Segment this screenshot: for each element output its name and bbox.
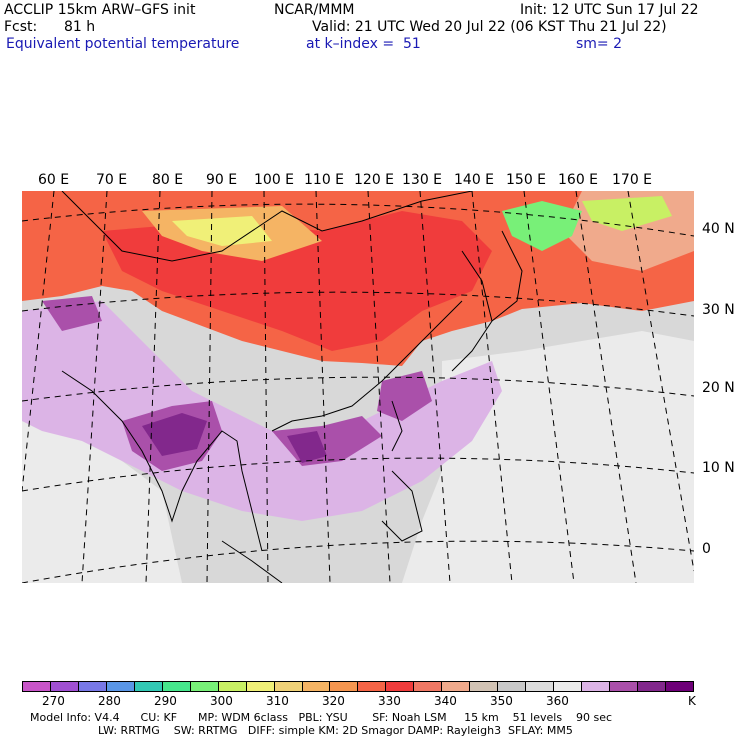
colorbar-tick-label: 350 — [490, 694, 513, 708]
colorbar-swatch — [358, 682, 387, 691]
colorbar-swatch — [218, 682, 247, 691]
model-title: ACCLIP 15km ARW–GFS init — [4, 2, 196, 18]
lat-label: 30 N — [702, 302, 735, 318]
colorbar-tick-label: 330 — [378, 694, 401, 708]
colorbar — [22, 681, 694, 692]
coastline — [61, 191, 473, 262]
lon-label: 160 E — [558, 172, 599, 188]
colorbar-unit: K — [688, 694, 696, 708]
colorbar-tick-label: 340 — [434, 694, 457, 708]
colorbar-swatch — [665, 682, 693, 691]
coastline — [221, 540, 283, 583]
lon-label: 110 E — [304, 172, 345, 188]
latitude-line — [22, 203, 694, 237]
moist-field-region — [377, 371, 432, 421]
colorbar-swatch — [190, 682, 219, 691]
colorbar-swatch — [526, 682, 555, 691]
colorbar-swatch — [442, 682, 471, 691]
moist-field-region — [42, 296, 102, 331]
colorbar-swatch — [50, 682, 79, 691]
colorbar-swatch — [274, 682, 303, 691]
colorbar-tick-label: 360 — [546, 694, 569, 708]
lat-label: 0 — [702, 541, 711, 557]
cool-field-region — [172, 216, 272, 246]
colorbar-tick-label: 270 — [42, 694, 65, 708]
lon-label: 150 E — [506, 172, 547, 188]
lon-label: 80 E — [152, 172, 184, 188]
longitude-line — [627, 191, 694, 572]
colorbar-swatch — [414, 682, 443, 691]
cool-field-region — [582, 196, 672, 231]
moist-field-region — [142, 413, 207, 456]
smoothing-label: sm= 2 — [576, 36, 623, 52]
level-index: at k–index = 51 — [306, 36, 421, 52]
ocean-field-region — [22, 421, 182, 583]
coastline — [381, 470, 423, 542]
colorbar-swatch — [134, 682, 163, 691]
moist-field-region — [22, 301, 502, 521]
colorbar-swatch — [470, 682, 499, 691]
colorbar-swatch — [162, 682, 191, 691]
forecast-hours: 81 h — [64, 19, 96, 35]
forecast-label: Fcst: — [4, 19, 38, 35]
longitude-labels: 60 E 70 E 80 E 90 E 100 E 110 E 120 E 13… — [0, 172, 740, 188]
lon-label: 120 E — [354, 172, 395, 188]
colorbar-tick-label: 320 — [322, 694, 345, 708]
lon-label: 100 E — [254, 172, 295, 188]
colorbar-swatch — [498, 682, 527, 691]
lon-label: 130 E — [402, 172, 443, 188]
colorbar-tick-label: 280 — [98, 694, 121, 708]
physics-info-line: LW: RRTMG SW: RRTMG DIFF: simple KM: 2D … — [98, 724, 573, 737]
lon-label: 70 E — [96, 172, 128, 188]
colorbar-tick-label: 310 — [266, 694, 289, 708]
lon-label: 170 E — [612, 172, 653, 188]
equivalent-potential-temperature-map — [22, 191, 694, 583]
init-time: Init: 12 UTC Sun 17 Jul 22 — [520, 2, 699, 18]
lon-label: 90 E — [206, 172, 238, 188]
coastline — [491, 230, 523, 322]
colorbar-swatch — [78, 682, 107, 691]
lon-label: 60 E — [38, 172, 70, 188]
lat-label: 10 N — [702, 460, 735, 476]
colorbar-swatch — [554, 682, 583, 691]
moist-field-region — [287, 431, 327, 463]
colorbar-swatch — [106, 682, 135, 691]
colorbar-swatch — [302, 682, 331, 691]
colorbar-swatch — [23, 682, 51, 691]
coastline — [61, 370, 263, 552]
colorbar-swatch — [330, 682, 359, 691]
field-name: Equivalent potential temperature — [6, 36, 240, 52]
graticule — [22, 191, 694, 583]
colorbar-tick-label: 290 — [154, 694, 177, 708]
valid-time: Valid: 21 UTC Wed 20 Jul 22 (06 KST Thu … — [312, 19, 667, 35]
lon-label: 140 E — [454, 172, 495, 188]
colorbar-swatch — [637, 682, 666, 691]
colorbar-swatch — [386, 682, 415, 691]
model-info-line: Model Info: V4.4 CU: KF MP: WDM 6class P… — [30, 711, 613, 724]
coastline — [391, 400, 403, 452]
colorbar-tick-label: 300 — [210, 694, 233, 708]
colorbar-swatch — [582, 682, 611, 691]
lat-label: 20 N — [702, 380, 735, 396]
cool-field-region — [502, 201, 582, 251]
coastlines — [61, 191, 523, 583]
coastline — [271, 300, 463, 432]
organization-label: NCAR/MMM — [274, 2, 355, 18]
colorbar-swatch — [246, 682, 275, 691]
colorbar-swatch — [610, 682, 638, 691]
lat-label: 40 N — [702, 221, 735, 237]
